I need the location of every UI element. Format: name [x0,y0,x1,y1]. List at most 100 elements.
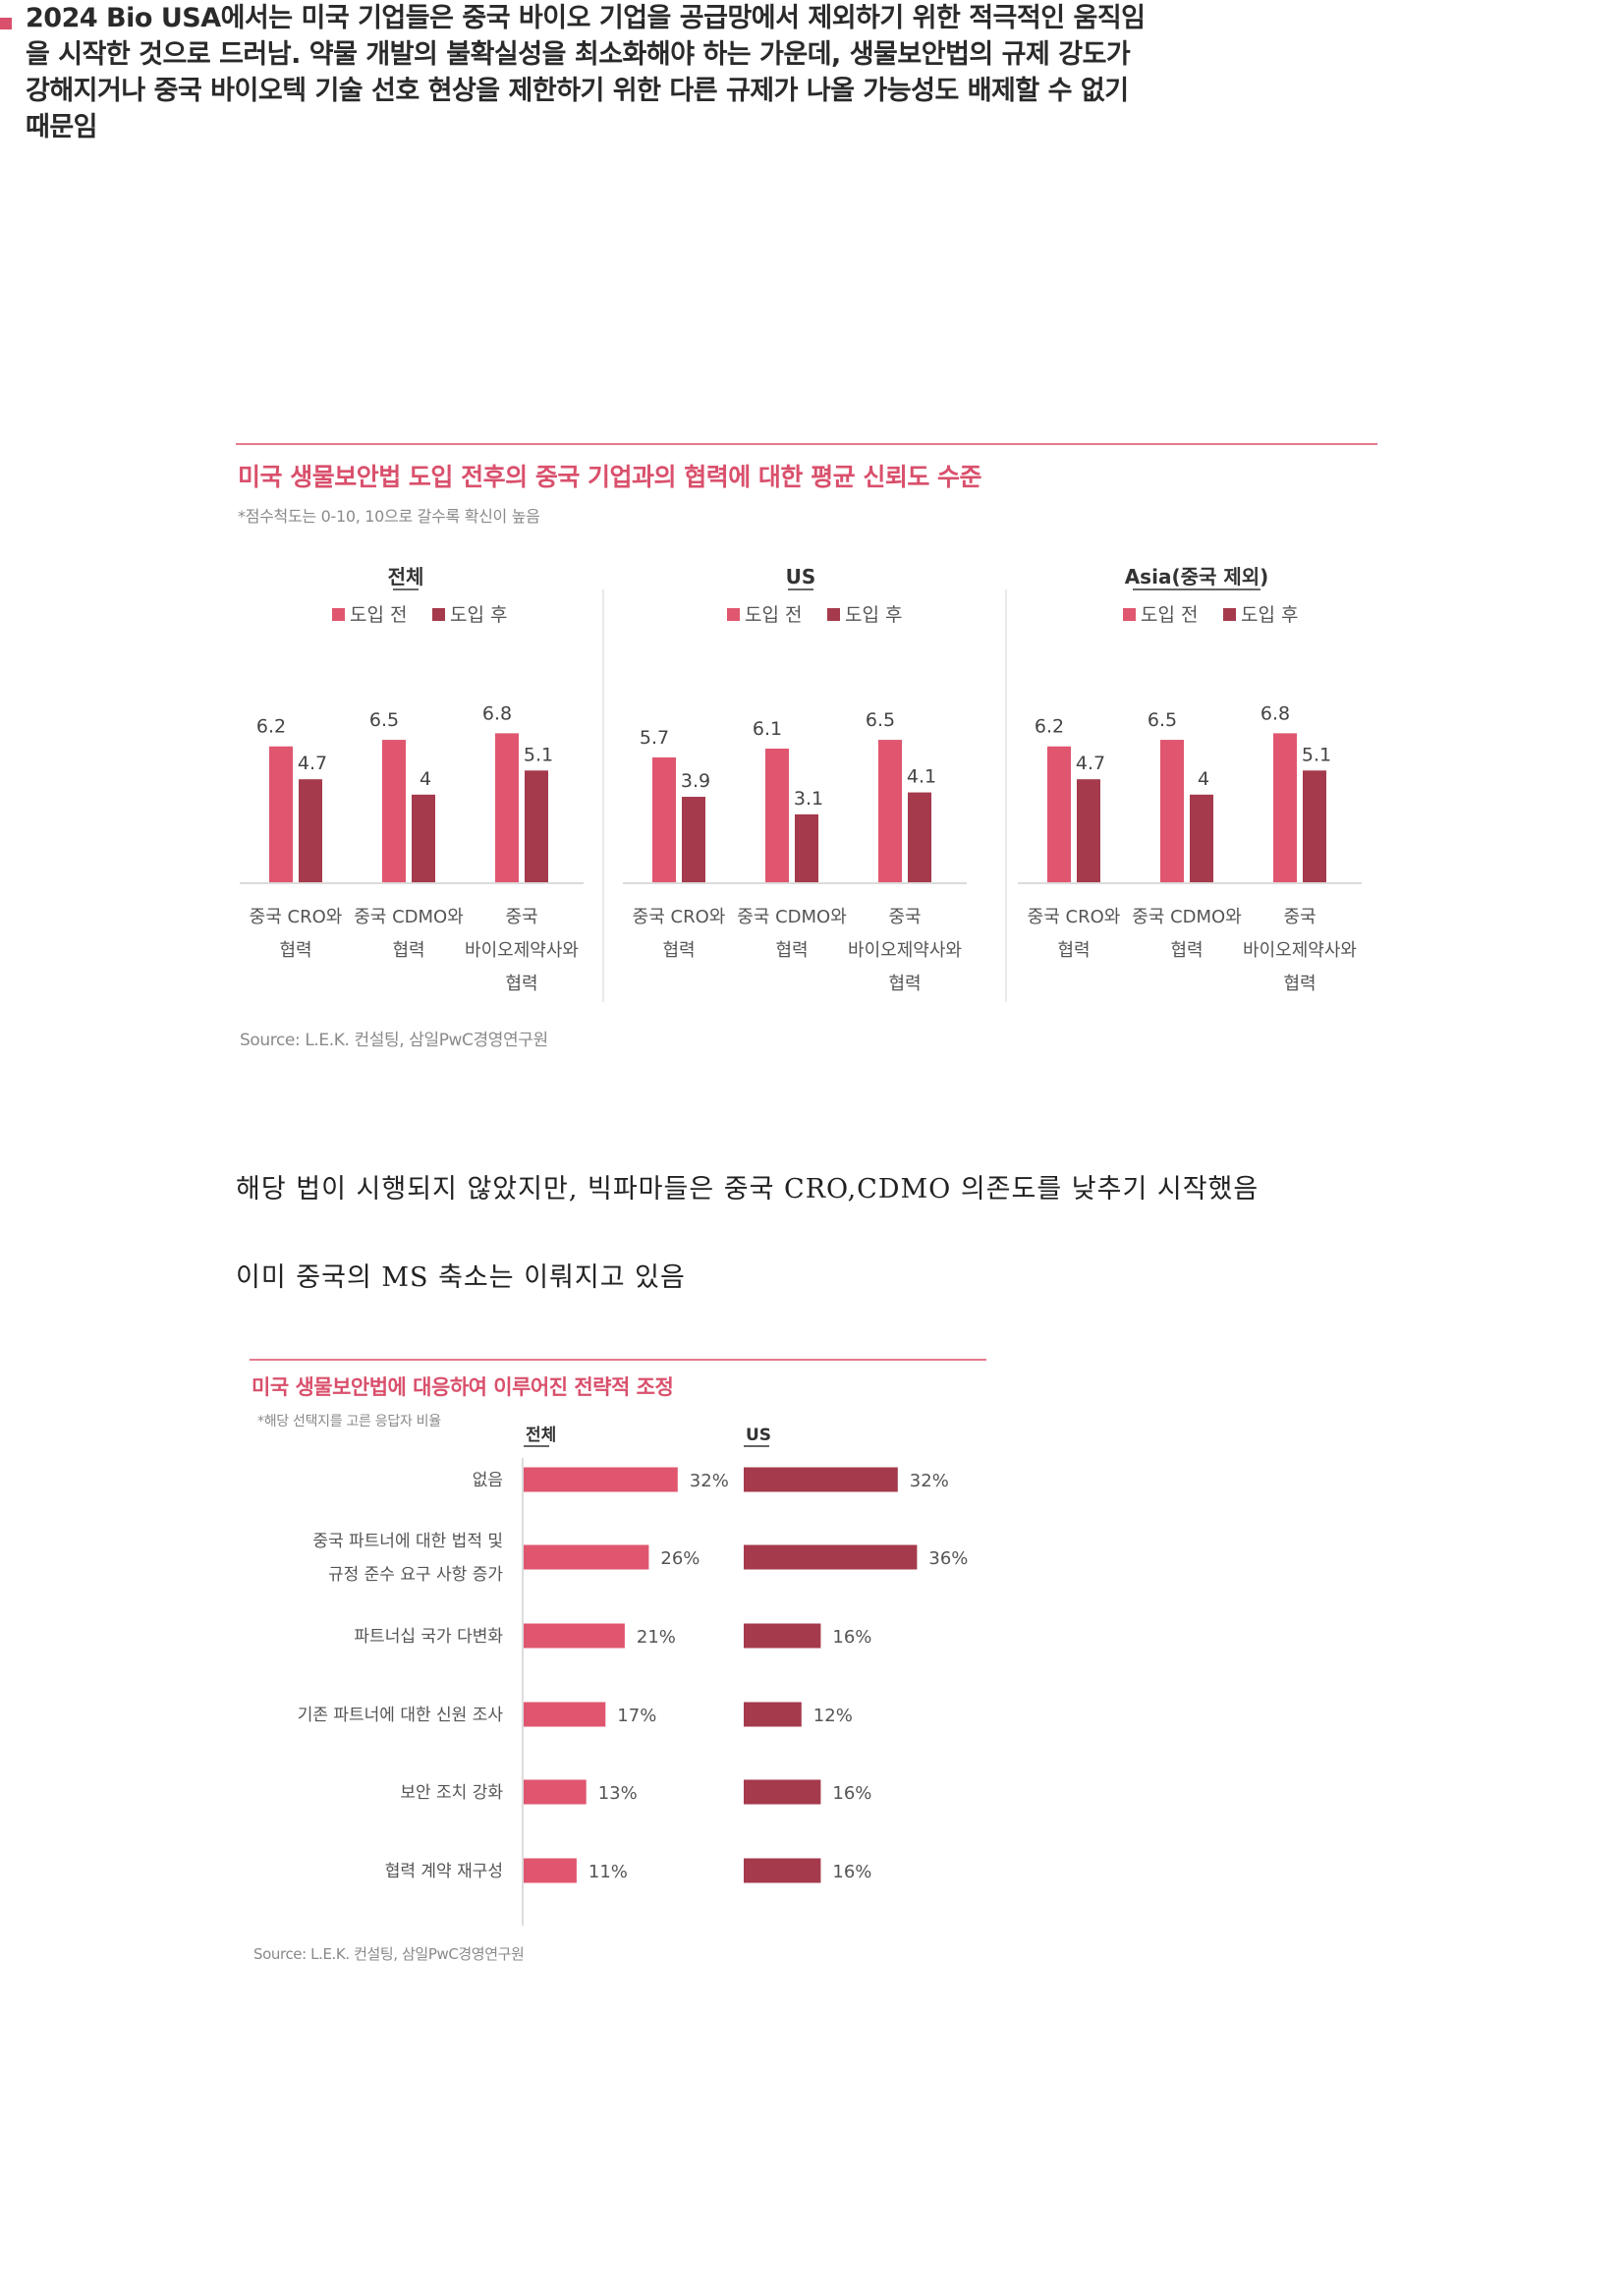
bar [524,1702,606,1727]
bullet-square-icon [0,18,12,29]
data-label: 32% [910,1471,949,1491]
bar [525,770,548,882]
bar [765,748,789,882]
category-label: 중국 CDMO와 [737,907,847,927]
category-label: 바이오제약사와 [848,940,962,961]
legend-label: 도입 전 [1141,604,1198,626]
data-label: 21% [637,1627,676,1648]
series-header: 전체 [526,1426,556,1445]
bar [524,1623,625,1649]
legend-swatch [432,608,445,621]
category-label: 바이오제약사와 [465,940,579,961]
data-label: 5.1 [1302,744,1331,765]
bar [524,1467,678,1492]
category-label: 중국 CRO와 [1028,907,1121,927]
panel-title: Asia(중국 제외) [1125,565,1269,588]
bar [1047,746,1071,882]
data-label: 6.8 [1260,702,1290,724]
category-label: 협력 [392,940,424,961]
data-label: 6.2 [256,716,286,738]
category-label: 중국 CDMO와 [354,907,464,927]
chart1-top-rule [236,443,1377,445]
data-label: 11% [588,1862,628,1882]
data-label: 5.7 [640,727,669,749]
bar [795,813,818,882]
bar [652,756,676,882]
body-line-1: 해당 법이 시행되지 않았지만, 빅파마들은 중국 CRO,CDMO 의존도를 … [236,1174,1260,1204]
body-line-2: 이미 중국의 MS 축소는 이뤄지고 있음 [236,1262,686,1293]
chart1-title: 미국 생물보안법 도입 전후의 중국 기업과의 협력에 대한 평균 신뢰도 수준 [238,463,982,491]
bar [382,740,406,882]
chart2-svg: 전체 US 없음 32% 32% 중국 파트너에 대한 법적 및규정 준수 요구 사항 증… [298,1426,968,1926]
category-label: 규정 준수 요구 사항 증가 [328,1565,503,1585]
category-label: 협력 [775,940,808,961]
bar [744,1467,898,1492]
chart1-source: Source: L.E.K. 컨설팅, 삼일PwC경영연구원 [240,1031,548,1050]
category-label: 협력 [662,940,695,961]
category-label: 중국 [505,907,537,927]
bar [1273,733,1297,882]
data-label: 16% [832,1783,871,1804]
legend-swatch [827,608,840,621]
bar [744,1702,802,1727]
bar [299,779,322,882]
data-label: 26% [660,1548,700,1569]
data-label: 12% [813,1706,853,1726]
bar [1160,740,1184,882]
bar [908,792,931,882]
bar [1303,770,1326,882]
category-label: 협력 [1057,940,1090,961]
legend-swatch [727,608,740,621]
data-label: 4.7 [298,753,327,774]
category-label: 협력 [1170,940,1203,961]
bar [524,1544,649,1570]
category-label: 중국 파트너에 대한 법적 및 [312,1532,503,1551]
data-label: 4 [1198,768,1209,790]
legend-swatch [1123,608,1136,621]
data-label: 6.5 [866,709,895,731]
legend-label: 도입 전 [350,604,407,626]
bar [1077,779,1100,882]
data-label: 6.2 [1035,716,1064,738]
legend-swatch [1223,608,1236,621]
chart1-note: *점수척도는 0-10, 10으로 갈수록 확신이 높음 [238,507,540,526]
chart2-top-rule [250,1359,986,1361]
category-label: 중국 CRO와 [633,907,726,927]
bar [1190,794,1213,882]
data-label: 3.1 [794,788,823,810]
summary-text: 2024 Bio USA에서는 미국 기업들은 중국 바이오 기업을 공급망에서… [26,3,1146,142]
legend-label: 도입 전 [745,604,802,626]
bar [269,746,293,882]
category-label: 중국 [1283,907,1316,927]
bar [412,794,435,882]
bar [744,1779,821,1805]
bar [495,733,519,882]
category-label: 기존 파트너에 대한 신원 조사 [298,1706,504,1725]
data-label: 32% [690,1471,729,1491]
bar [744,1623,821,1649]
category-label: 중국 CDMO와 [1132,907,1242,927]
category-label: 중국 [888,907,921,927]
bar [524,1779,587,1805]
legend-label: 도입 후 [845,604,902,626]
legend-swatch [332,608,345,621]
category-label: 바이오제약사와 [1243,940,1357,961]
data-label: 4 [420,768,431,790]
bar [682,797,705,882]
data-label: 4.1 [907,766,936,788]
bar [878,740,902,882]
data-label: 5.1 [524,744,553,765]
data-label: 6.5 [369,709,399,731]
legend-label: 도입 후 [450,604,507,626]
series-header: US [746,1426,771,1445]
data-label: 6.1 [753,718,782,740]
data-label: 3.9 [681,770,710,792]
category-label: 파트너십 국가 다변화 [354,1627,503,1647]
data-label: 6.5 [1148,709,1177,731]
bar [744,1544,918,1570]
data-label: 4.7 [1076,753,1105,774]
bar [744,1858,821,1883]
category-label: 협력 [1283,974,1316,994]
bar [524,1858,577,1883]
